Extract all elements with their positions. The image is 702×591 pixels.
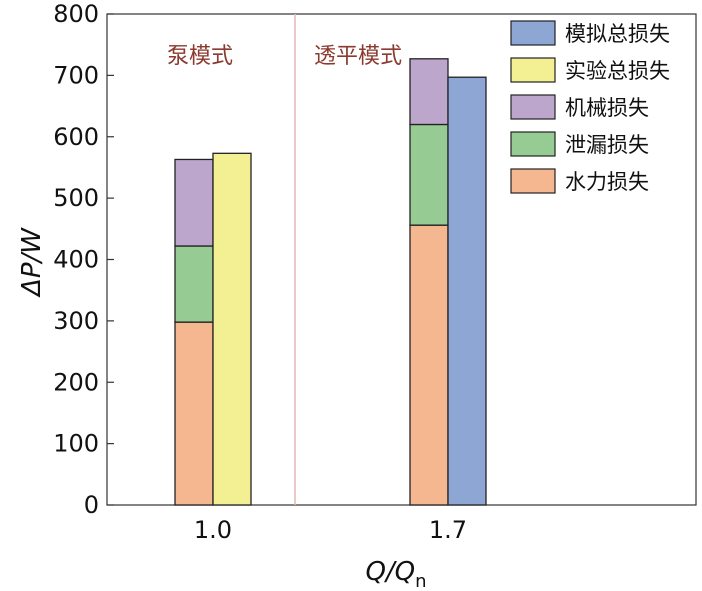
bar-1-7-机械损失 [409,58,449,126]
region-label-turbine-mode: 透平模式 [314,44,402,69]
legend-swatch-2 [510,94,556,120]
x-axis-title-main: Q/Q [365,557,415,587]
bar-1-0-水力损失 [174,321,214,506]
bar-1-0-实验总损失 [212,152,252,506]
bar-1-0-机械损失 [174,158,214,247]
bar-1-7-模拟总损失 [447,76,487,506]
y-tick-label-800: 800 [53,0,99,28]
x-axis-title: Q/Qn [365,557,426,591]
legend-swatch-3 [510,131,556,157]
legend-swatch-4 [510,168,556,194]
legend-swatch-1 [510,57,556,83]
bar-1-7-水力损失 [409,224,449,506]
y-tick-label-0: 0 [84,491,99,519]
legend-label-0: 模拟总损失 [565,22,670,46]
x-tick-label-1-7: 1.7 [429,516,467,544]
legend-label-3: 泄漏损失 [565,133,649,157]
x-axis-title-subscript: n [415,571,426,591]
y-tick-label-200: 200 [53,368,99,396]
y-tick-label-400: 400 [53,246,99,274]
y-tick-label-600: 600 [53,123,99,151]
region-label-pump-mode: 泵模式 [167,44,233,69]
y-axis: 0 100 200 300 400 500 600 700 800 [53,0,114,519]
y-tick-label-300: 300 [53,307,99,335]
legend-label-4: 水力损失 [565,170,649,194]
bar-1-0-泄漏损失 [174,245,214,323]
y-tick-label-700: 700 [53,61,99,89]
x-tick-label-1-0: 1.0 [194,516,232,544]
bar-group [174,58,487,506]
x-axis: 1.0 1.7 [194,498,467,544]
y-tick-label-100: 100 [53,430,99,458]
legend-label-1: 实验总损失 [565,59,670,83]
bar-1-7-泄漏损失 [409,123,449,226]
y-tick-label-500: 500 [53,184,99,212]
legend-label-2: 机械损失 [565,96,649,120]
legend-swatch-0 [510,20,556,46]
y-axis-title: ΔP/W [17,227,47,298]
